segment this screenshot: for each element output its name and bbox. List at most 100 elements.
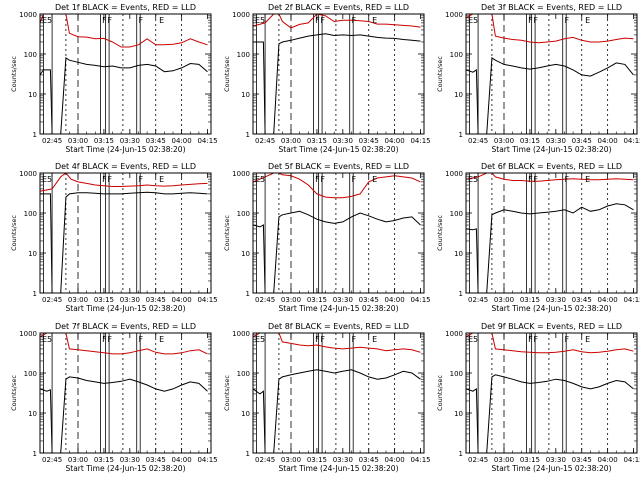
y-tick-label: 100 [24, 51, 37, 59]
x-tick-label: 02:45 [255, 456, 275, 464]
x-tick-label: 04:00 [598, 296, 618, 304]
plot-frame [465, 172, 638, 294]
x-tick-label: 03:00 [494, 137, 514, 145]
y-tick-label: 1 [246, 131, 250, 139]
y-axis-label: Counts/sec [223, 56, 231, 92]
events-series-line [466, 374, 634, 453]
y-axis-label: Counts/sec [436, 56, 444, 92]
y-tick-label: 100 [237, 51, 250, 59]
detector-panel: Det 3f BLACK = Events, RED = LLD 1 10 100 10… [436, 3, 640, 154]
x-tick-label: 03:15 [94, 456, 114, 464]
x-tick-label: 04:00 [172, 296, 192, 304]
x-axis-label: Start Time (24-Jun-15 02:38:20) [279, 464, 399, 473]
x-axis-label: Start Time (24-Jun-15 02:38:20) [492, 145, 612, 154]
lld-series-line [253, 333, 421, 353]
corner-label: E5 [255, 175, 265, 184]
y-tick-label: 100 [237, 370, 250, 378]
lld-series-line [466, 173, 634, 182]
corner-label: E5 [255, 16, 265, 25]
lld-series-line [466, 14, 634, 44]
y-tick-label: 1 [459, 450, 463, 458]
x-tick-label: 03:15 [520, 296, 540, 304]
x-tick-label: 03:15 [94, 296, 114, 304]
plot-frame [252, 172, 425, 294]
lld-series-line [40, 14, 208, 48]
events-series-line [253, 210, 421, 293]
x-tick-label: 03:15 [520, 456, 540, 464]
x-tick-label: 03:30 [333, 296, 353, 304]
x-tick-label: 04:15 [623, 456, 640, 464]
y-tick-label: 10 [454, 91, 463, 99]
detector-panel: Det 9f BLACK = Events, RED = LLD 1 10 100 10… [436, 322, 640, 473]
y-axis-label: Counts/sec [223, 375, 231, 411]
y-tick-label: 1 [33, 131, 37, 139]
y-tick-label: 1 [33, 290, 37, 298]
segment-label: E [159, 175, 164, 184]
segment-label: F [315, 16, 320, 25]
y-axis-label: Counts/sec [10, 375, 18, 411]
detector-panel: Det 4f BLACK = Events, RED = LLD 1 10 100 10… [10, 162, 218, 313]
plot-frame [39, 13, 212, 135]
x-tick-label: 03:00 [494, 296, 514, 304]
events-series-line [253, 33, 421, 134]
x-tick-label: 03:15 [94, 137, 114, 145]
segment-label: F [138, 335, 143, 344]
y-tick-label: 10 [241, 410, 250, 418]
segment-label: F [138, 175, 143, 184]
y-tick-label: 100 [237, 210, 250, 218]
panel-title: Det 4f BLACK = Events, RED = LLD [55, 162, 196, 171]
x-tick-label: 03:15 [307, 456, 327, 464]
y-tick-label: 1 [246, 450, 250, 458]
plot-frame [465, 13, 638, 135]
segment-label: F [351, 175, 356, 184]
x-tick-label: 03:00 [68, 296, 88, 304]
x-tick-label: 04:15 [197, 137, 217, 145]
y-tick-label: 1000 [232, 330, 250, 338]
x-axis-label: Start Time (24-Jun-15 02:38:20) [492, 464, 612, 473]
segment-label: E [159, 335, 164, 344]
x-tick-label: 04:15 [410, 137, 430, 145]
x-tick-label: 03:45 [359, 456, 379, 464]
y-tick-label: 1 [459, 131, 463, 139]
segment-label: F [528, 335, 533, 344]
segment-label: E [372, 175, 377, 184]
x-tick-label: 03:45 [572, 296, 592, 304]
x-tick-label: 04:15 [623, 137, 640, 145]
x-axis-label: Start Time (24-Jun-15 02:38:20) [492, 304, 612, 313]
x-tick-label: 03:00 [281, 456, 301, 464]
segment-label: F [102, 16, 107, 25]
x-axis-label: Start Time (24-Jun-15 02:38:20) [66, 304, 186, 313]
x-tick-label: 04:15 [410, 456, 430, 464]
x-tick-label: 03:00 [281, 137, 301, 145]
x-tick-label: 03:45 [359, 137, 379, 145]
segment-label: F [533, 16, 538, 25]
x-tick-label: 03:15 [520, 137, 540, 145]
panel-title: Det 2f BLACK = Events, RED = LLD [268, 3, 409, 12]
y-axis-label: Counts/sec [10, 56, 18, 92]
events-series-line [40, 376, 208, 453]
detector-panel: Det 1f BLACK = Events, RED = LLD 1 10 100 10… [10, 3, 218, 154]
segment-label: E [159, 16, 164, 25]
y-tick-label: 1000 [445, 11, 463, 19]
corner-label: E5 [468, 175, 478, 184]
x-tick-label: 03:30 [120, 456, 140, 464]
y-tick-label: 1000 [232, 11, 250, 19]
y-tick-label: 1000 [19, 11, 37, 19]
x-axis-label: Start Time (24-Jun-15 02:38:20) [279, 304, 399, 313]
x-tick-label: 03:30 [120, 137, 140, 145]
segment-label: F [533, 335, 538, 344]
x-tick-label: 04:00 [385, 296, 405, 304]
y-tick-label: 1000 [232, 170, 250, 178]
x-tick-label: 02:45 [468, 456, 488, 464]
plot-frame [465, 332, 638, 454]
y-tick-label: 10 [28, 410, 37, 418]
x-tick-label: 02:45 [468, 296, 488, 304]
segment-label: F [107, 335, 112, 344]
y-tick-label: 100 [450, 51, 463, 59]
segment-label: F [564, 335, 569, 344]
plot-frame [252, 13, 425, 135]
segment-label: F [528, 175, 533, 184]
x-axis-label: Start Time (24-Jun-15 02:38:20) [279, 145, 399, 154]
events-series-line [466, 57, 634, 134]
events-series-line [253, 369, 421, 453]
